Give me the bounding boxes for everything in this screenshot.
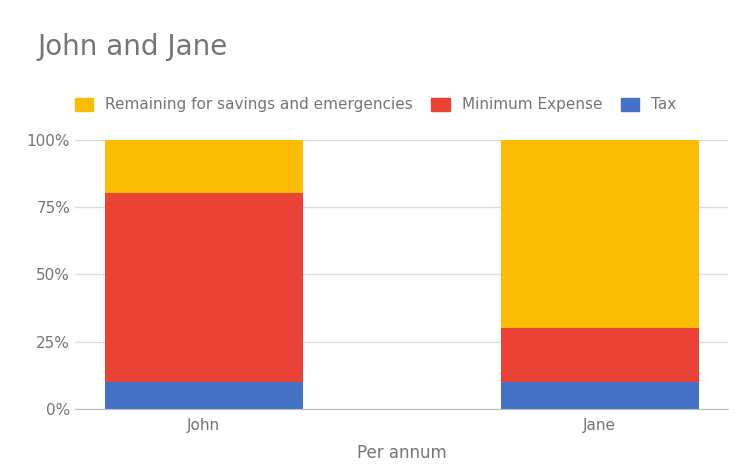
Bar [105, 140, 303, 193]
Text: John and Jane: John and Jane [38, 33, 228, 60]
X-axis label: Per annum: Per annum [357, 444, 447, 462]
Bar [501, 140, 698, 328]
Bar [501, 382, 698, 409]
Bar [105, 193, 303, 382]
Bar [105, 382, 303, 409]
Bar [501, 328, 698, 382]
Legend: Remaining for savings and emergencies, Minimum Expense, Tax: Remaining for savings and emergencies, M… [68, 91, 683, 119]
